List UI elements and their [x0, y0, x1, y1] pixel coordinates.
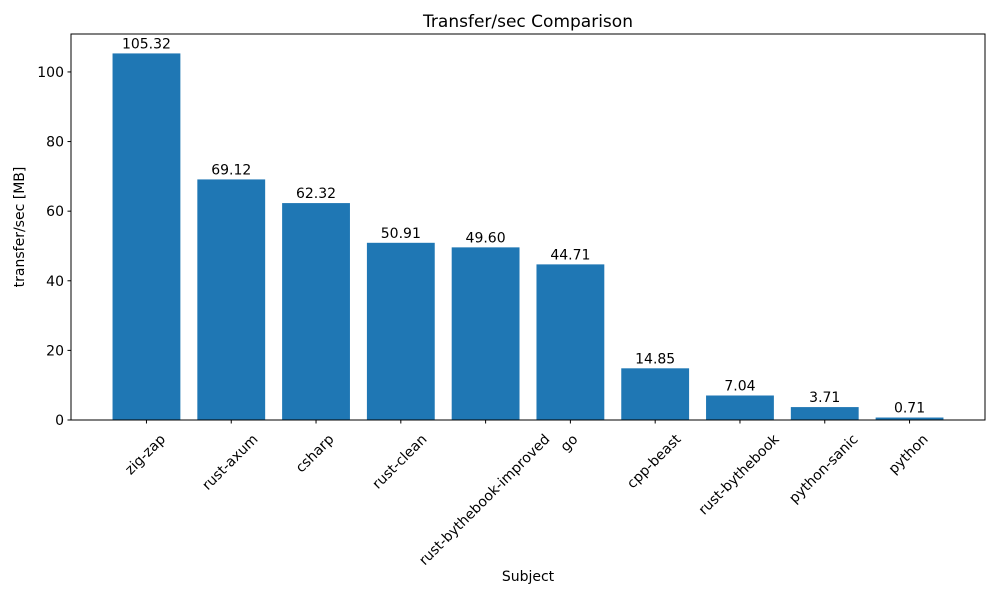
bar-value-label: 7.04 [724, 378, 755, 394]
chart-title: Transfer/sec Comparison [422, 12, 633, 32]
x-tick-label: zig-zap [122, 431, 169, 478]
plot-area: 0 20 40 60 80 100 zig-zap 105.32 rust-axum 69.12 c… [37, 36, 944, 569]
bar [282, 203, 350, 420]
bar [875, 417, 944, 420]
plot-frame [70, 33, 986, 421]
bar-value-label: 69.12 [211, 162, 251, 178]
x-tick-label: rust-bythebook [696, 431, 783, 518]
x-tick-label: python [886, 432, 932, 478]
bar-value-label: 3.71 [809, 390, 840, 406]
x-tick-label: rust-axum [199, 432, 261, 494]
y-tick-label: 20 [46, 343, 64, 359]
x-axis-label: Subject [502, 569, 555, 585]
y-tick-label: 80 [46, 135, 64, 151]
bar [451, 247, 520, 420]
bar [706, 395, 774, 420]
y-tick-label: 40 [46, 274, 64, 290]
y-tick-label: 100 [37, 65, 64, 81]
bar [621, 368, 690, 420]
x-tick-label: rust-clean [370, 432, 431, 493]
bar [536, 264, 605, 420]
bar-value-label: 44.71 [550, 247, 590, 263]
x-tick-label: csharp [293, 431, 338, 476]
x-tick-label: rust-bythebook-improved [416, 432, 553, 569]
bar [366, 242, 435, 420]
bar-value-label: 0.71 [894, 401, 925, 417]
bar-value-label: 14.85 [635, 351, 675, 367]
x-tick-label: go [558, 432, 582, 456]
bar [790, 407, 859, 420]
x-tick-label: cpp-beast [624, 431, 685, 492]
bar [112, 53, 181, 421]
bar-value-label: 62.32 [296, 186, 336, 202]
y-tick-label: 0 [55, 413, 64, 429]
y-tick-label: 60 [46, 204, 64, 220]
bar-value-label: 105.32 [122, 36, 171, 52]
bar [197, 179, 266, 420]
bar-value-label: 50.91 [381, 226, 421, 242]
y-axis-label: transfer/sec [MB] [12, 167, 28, 288]
bar-value-label: 49.60 [466, 230, 506, 246]
x-tick-label: python-sanic [786, 432, 861, 507]
